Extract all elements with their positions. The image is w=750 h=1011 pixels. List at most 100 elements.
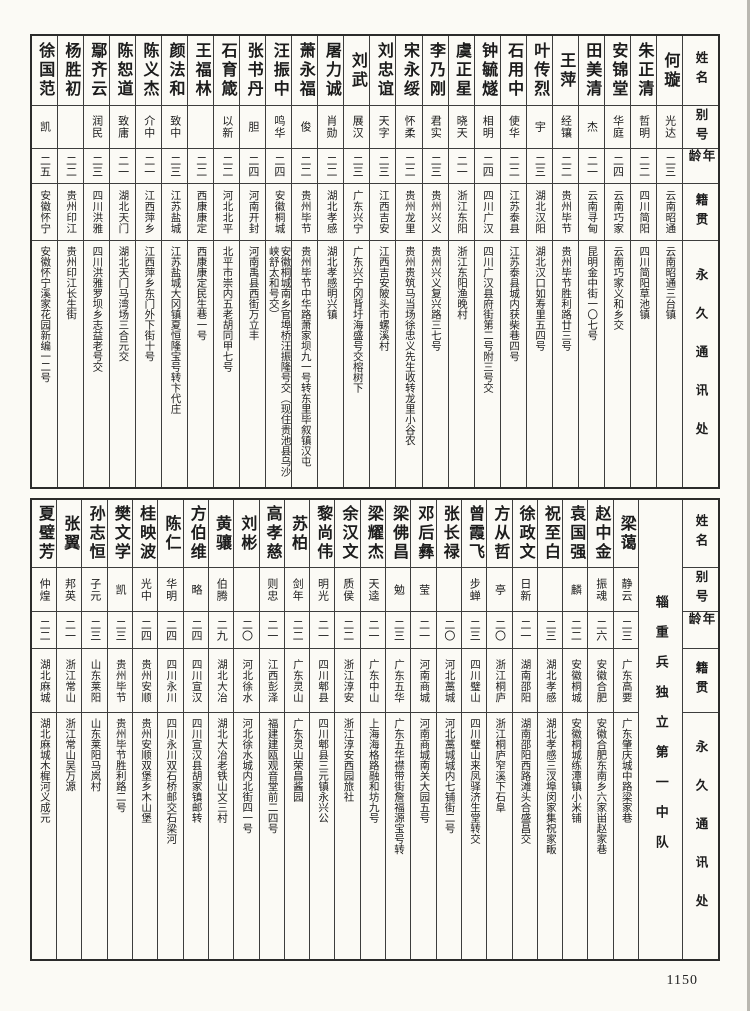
name-text: 虞正星 — [453, 42, 471, 99]
address-text: 安徽桐城南乡官埠桥汪振隆号交（现住贵池县乌沙峡舒太和号交） — [267, 246, 291, 477]
alias-text: 日新 — [518, 577, 531, 602]
address-text: 湖北孝感三汊埠闵家集祝家畈 — [544, 718, 556, 855]
age-cell: 二〇 — [234, 612, 259, 649]
native-text: 贵州毕节 — [114, 658, 126, 703]
age-text: 二一 — [367, 619, 380, 641]
name-cell: 钟毓燧 — [474, 36, 500, 106]
native-text: 广东兴宁 — [351, 190, 363, 234]
header-column-top: 姓名 别号 年龄 籍贯 永久通讯处 — [682, 36, 718, 487]
native-text: 浙江桐庐 — [494, 658, 506, 703]
address-text: 河北徐水城内北街四一号 — [241, 718, 253, 834]
age-cell: 二一 — [578, 149, 604, 184]
address-text: 四川简阳草池镇 — [638, 246, 650, 320]
age-text: 二三 — [168, 155, 181, 177]
address-cell: 浙江桐庐窄溪下石阜 — [487, 713, 511, 959]
native-text: 湖南邵阳 — [519, 658, 531, 703]
age-cell: 二三 — [461, 612, 487, 649]
address-cell: 浙江淳安西园旅社 — [335, 713, 359, 959]
alias-cell: 振魂 — [588, 568, 613, 612]
unit-label: 辎重兵独立第一中队 — [653, 594, 669, 865]
name-text: 徐国范 — [36, 42, 54, 99]
native-cell: 湖北汉阳 — [526, 184, 552, 241]
alias-cell: 明光 — [310, 568, 335, 612]
alias-text: 展汉 — [351, 115, 364, 139]
person-column: 余汉文 质侯 二二 浙江淳安 浙江淳安西园旅社 — [334, 500, 360, 959]
header-age-label: 年龄 — [686, 149, 715, 169]
native-cell: 云南寻甸 — [578, 184, 604, 241]
alias-text: 君实 — [429, 115, 442, 139]
address-text: 浙江桐庐窄溪下石阜 — [494, 718, 506, 813]
alias-cell: 哲明 — [630, 106, 656, 149]
age-text: 二二 — [507, 155, 520, 177]
alias-cell: 勉 — [386, 568, 411, 612]
age-text: 二三 — [377, 155, 390, 177]
alias-cell: 光达 — [656, 106, 682, 149]
age-cell: 二二 — [318, 149, 344, 184]
age-text: 二一 — [316, 619, 329, 641]
address-text: 贵州安顺双堡乡木山堡 — [140, 718, 152, 823]
native-text: 四川永川 — [165, 658, 177, 703]
alias-cell: 以新 — [214, 106, 240, 149]
name-text: 陈恕道 — [114, 42, 132, 99]
name-text: 梁耀杰 — [364, 505, 382, 562]
native-cell: 广东兴宁 — [344, 184, 370, 241]
native-cell: 贵州安顺 — [133, 649, 158, 713]
age-cell: 二二 — [214, 149, 240, 184]
address-cell: 贵州安顺双堡乡木山堡 — [133, 713, 157, 959]
name-cell: 王萍 — [552, 36, 578, 106]
alias-text: 莹 — [417, 583, 430, 596]
alias-cell: 天字 — [370, 106, 396, 149]
address-cell: 贵州毕节胜利路廿三号 — [553, 241, 578, 487]
age-text: 二三 — [429, 155, 442, 177]
person-column: 钟毓燧 相明 二四 四川广汉 四川广汉县府街第二号附三号交 — [473, 36, 500, 487]
header-age-cell: 年龄 — [683, 149, 718, 184]
alias-text: 介中 — [142, 115, 155, 139]
native-text: 湖北麻城 — [38, 658, 50, 703]
alias-cell: 略 — [183, 568, 208, 612]
header-alias-cell: 别号 — [683, 106, 718, 149]
native-text: 江西萍乡 — [143, 190, 155, 234]
address-text: 福建建瓯观音堂前二四号 — [266, 718, 278, 834]
name-text: 汪振中 — [270, 42, 288, 99]
age-cell: 二三 — [83, 149, 109, 184]
header-age-label: 年龄 — [686, 612, 715, 632]
age-cell: 二一 — [109, 149, 136, 184]
native-text: 安徽合肥 — [595, 658, 607, 703]
address-cell: 广东灵山荣昌酱园 — [285, 713, 309, 959]
alias-cell: 凯 — [107, 568, 133, 612]
address-text: 河南禹县西街万立丰 — [247, 246, 259, 341]
header-name-cell: 姓名 — [683, 500, 718, 568]
address-text: 云南昭通三台镇 — [664, 246, 676, 320]
alias-cell: 剑年 — [284, 568, 310, 612]
address-text: 江苏泰县城内获柴巷四号 — [508, 246, 520, 362]
age-text: 二二 — [220, 155, 233, 177]
address-text: 贵州兴义复兴路三七号 — [429, 246, 441, 351]
person-column: 刘彬 二〇 河北徐水 河北徐水城内北街四一号 — [233, 500, 259, 959]
native-cell: 四川洪雅 — [83, 184, 109, 241]
header-address-cell: 永久通讯处 — [683, 713, 718, 959]
native-text: 河南开封 — [247, 190, 259, 234]
name-text: 桂映波 — [137, 505, 155, 562]
unit-column: 辎重兵独立第一中队 — [638, 500, 682, 959]
age-cell: 二九 — [208, 612, 234, 649]
header-name-label: 姓名 — [693, 51, 708, 90]
name-cell: 刘武 — [344, 36, 370, 106]
name-cell: 安锦堂 — [604, 36, 630, 106]
address-cell: 江苏泰县城内获柴巷四号 — [501, 241, 526, 487]
age-text: 二五 — [38, 155, 51, 177]
address-cell: 四川简阳草池镇 — [631, 241, 656, 487]
name-cell: 萧永福 — [292, 36, 318, 106]
name-text: 赵中金 — [592, 505, 610, 562]
alias-text: 怀柔 — [403, 115, 416, 139]
native-text: 四川洪雅 — [91, 190, 103, 234]
alias-cell: 宇 — [526, 106, 552, 149]
name-cell: 石用中 — [500, 36, 526, 106]
alias-cell: 介中 — [136, 106, 162, 149]
alias-text: 勉 — [392, 583, 405, 596]
native-cell: 四川永川 — [158, 649, 183, 713]
name-cell: 颜法和 — [162, 36, 188, 106]
person-column: 张长禄 二〇 河北藁城 河北藁城城内七铺街二号 — [435, 500, 461, 959]
age-cell: 二二 — [57, 149, 83, 184]
address-text: 浙江常山吴万源 — [64, 718, 76, 792]
native-text: 四川简阳 — [638, 190, 650, 234]
